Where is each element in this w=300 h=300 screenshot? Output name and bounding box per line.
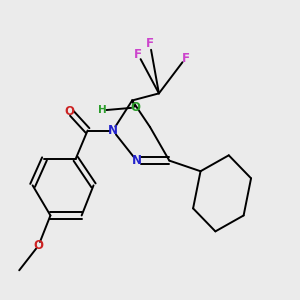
Text: F: F [146, 37, 154, 50]
Text: O: O [34, 239, 44, 252]
Text: F: F [182, 52, 190, 64]
Text: N: N [132, 154, 142, 167]
Text: F: F [134, 48, 142, 61]
Text: N: N [108, 124, 118, 137]
Text: O: O [130, 101, 140, 114]
Text: H: H [98, 105, 107, 116]
Text: O: O [65, 105, 75, 118]
